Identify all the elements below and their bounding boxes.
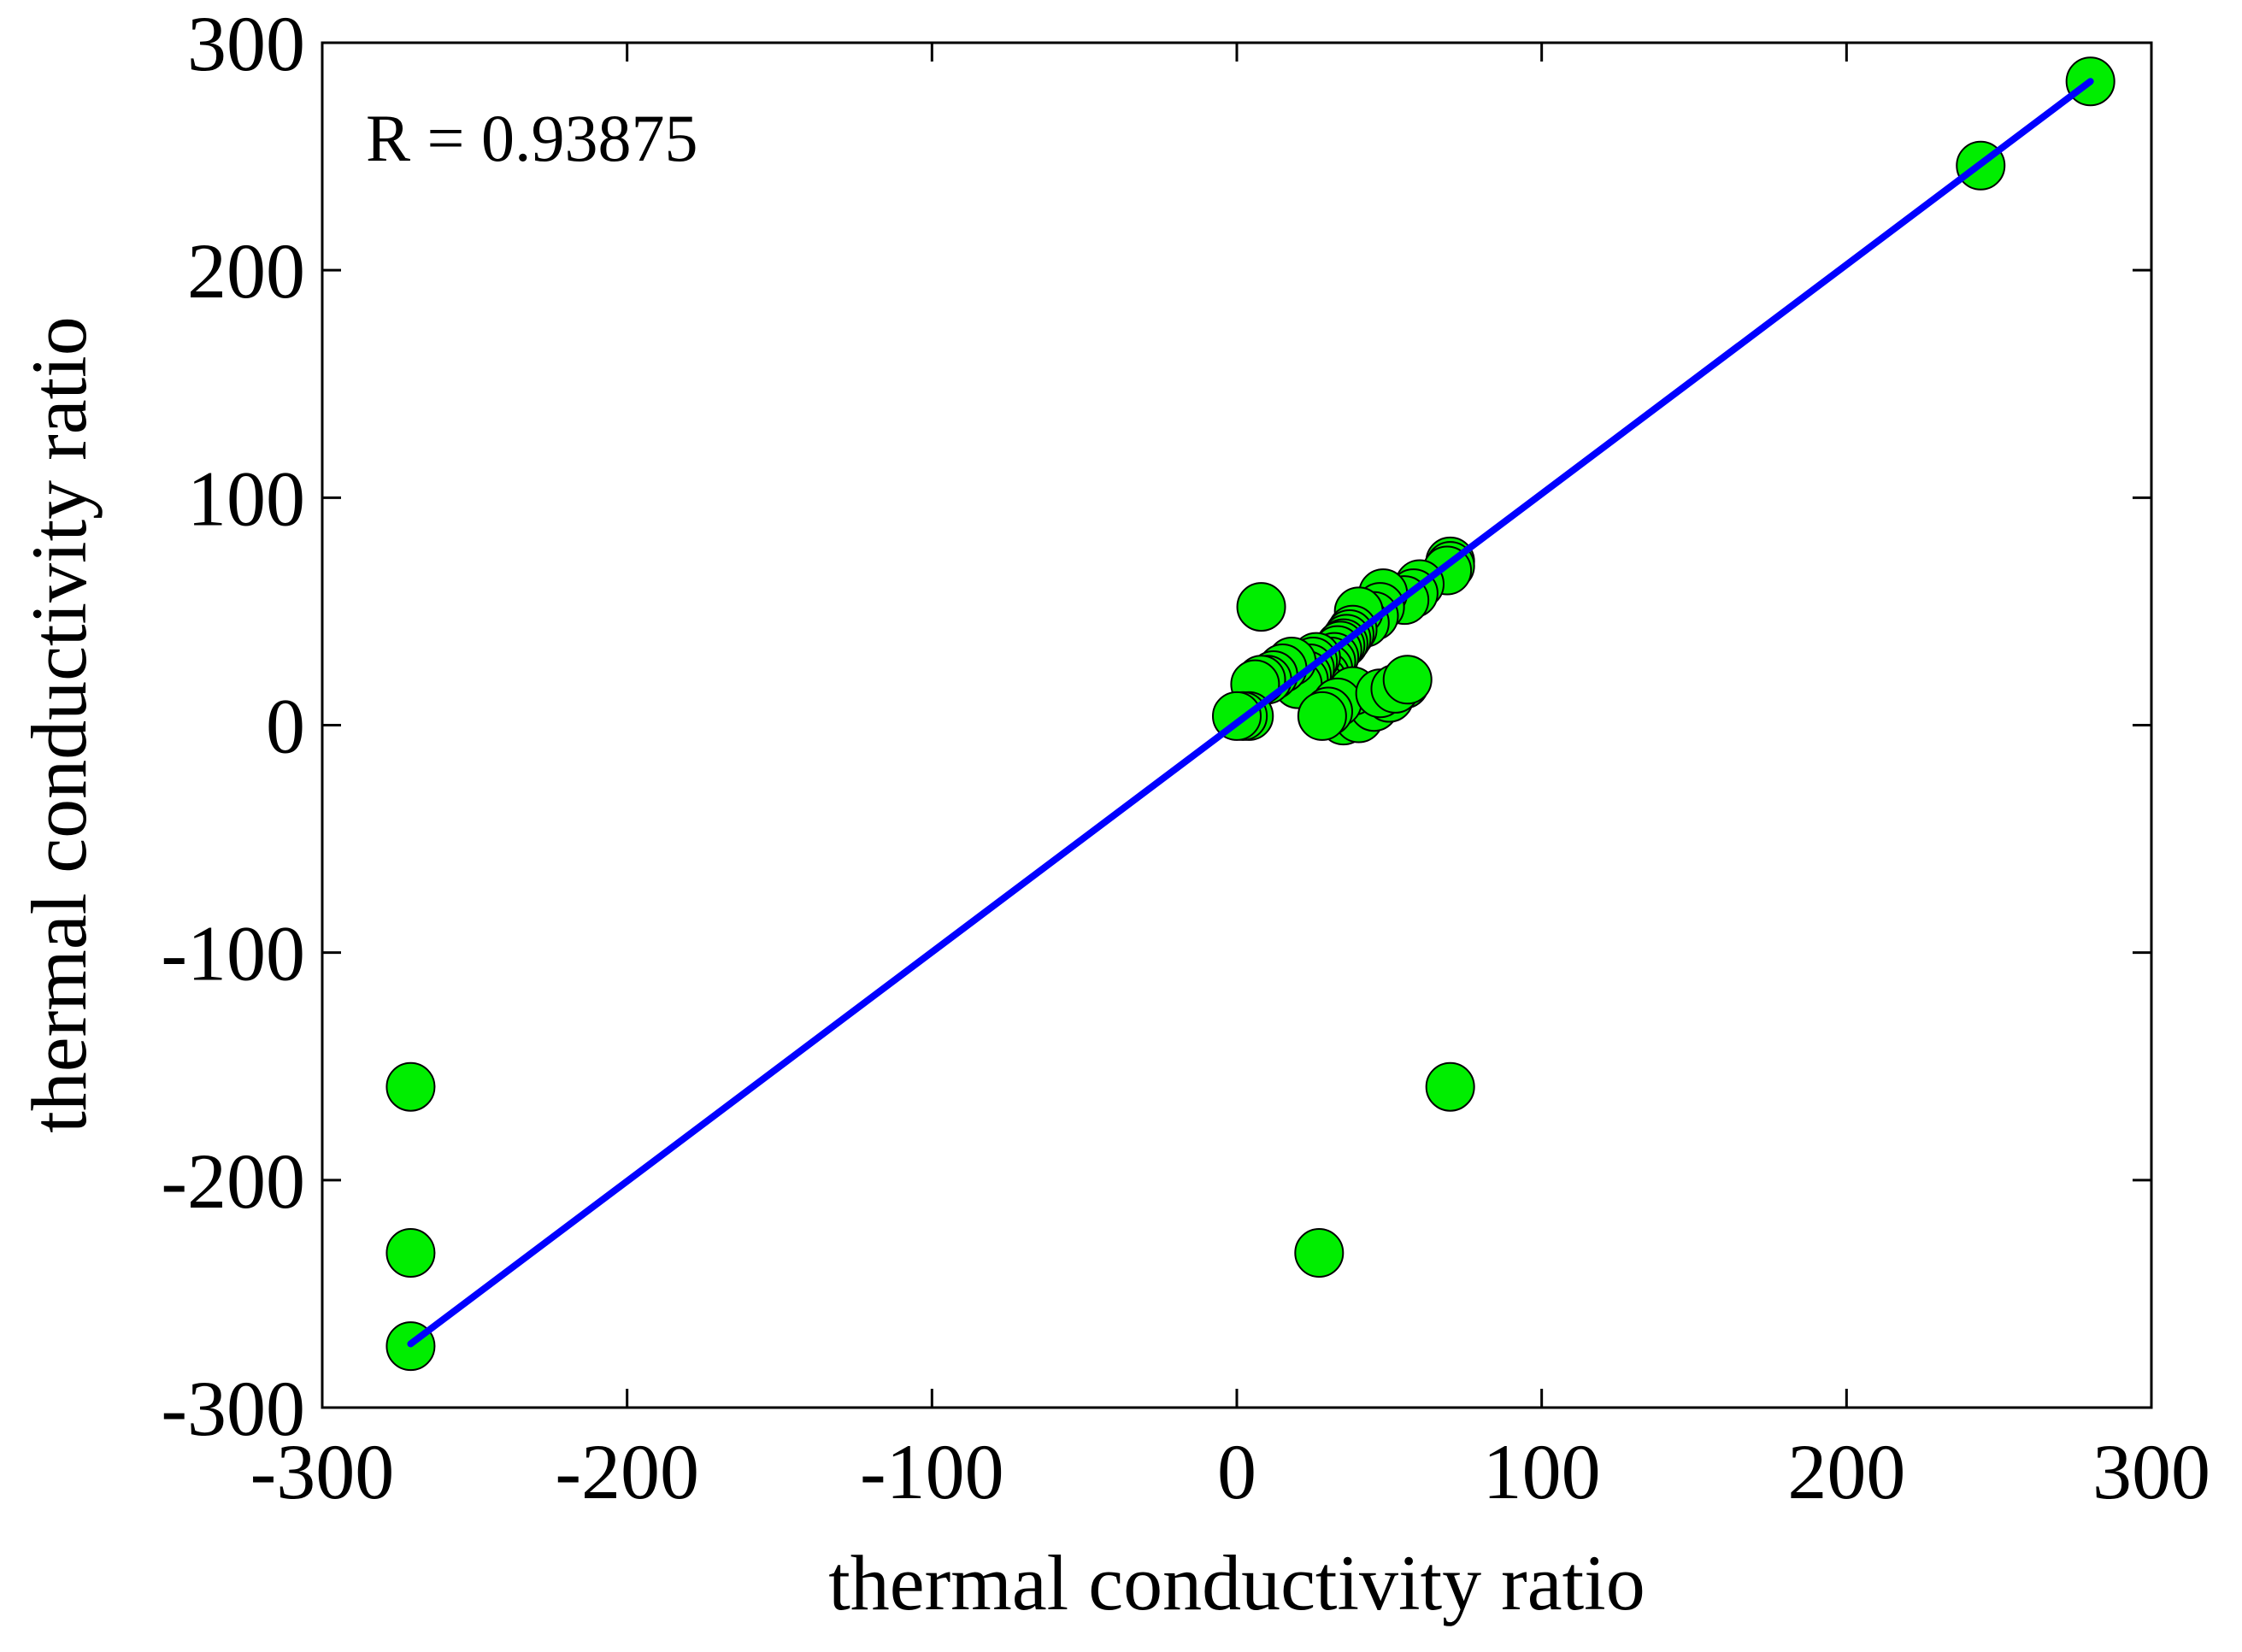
x-axis-title: thermal conductivity ratio bbox=[828, 1539, 1645, 1626]
fit-line bbox=[407, 78, 2094, 1348]
x-tick-label: 0 bbox=[1217, 1428, 1256, 1515]
y-tick-label: -200 bbox=[161, 1138, 305, 1225]
y-tick-label: -300 bbox=[161, 1365, 305, 1452]
data-point bbox=[1382, 655, 1433, 705]
x-tick-label: 300 bbox=[2092, 1428, 2210, 1515]
data-point bbox=[385, 1228, 436, 1279]
y-axis-title: thermal conductivity ratio bbox=[15, 316, 103, 1133]
x-tick-label: -100 bbox=[860, 1428, 1004, 1515]
x-tick-label: -200 bbox=[555, 1428, 699, 1515]
x-tick-label: 200 bbox=[1787, 1428, 1905, 1515]
y-tick-label: -100 bbox=[161, 910, 305, 997]
data-point bbox=[1236, 582, 1286, 632]
x-tick-label: -300 bbox=[250, 1428, 395, 1515]
y-tick-label: 100 bbox=[187, 455, 305, 542]
tick-labels: -300 -200 -100 0 100 200 300 -300 -200 -100 0 100 20… bbox=[161, 0, 2210, 1515]
data-point bbox=[1425, 1061, 1475, 1112]
data-point bbox=[1294, 1228, 1345, 1279]
y-tick-label: 300 bbox=[187, 0, 305, 87]
data-point bbox=[1297, 691, 1347, 741]
correlation-annotation: R = 0.93875 bbox=[366, 101, 698, 175]
y-tick-label: 0 bbox=[266, 683, 305, 770]
fit-line-group bbox=[407, 78, 2094, 1348]
data-point bbox=[385, 1061, 436, 1112]
y-tick-label: 200 bbox=[187, 227, 305, 315]
x-tick-label: 100 bbox=[1483, 1428, 1601, 1515]
axis-ticks bbox=[321, 41, 2153, 1409]
